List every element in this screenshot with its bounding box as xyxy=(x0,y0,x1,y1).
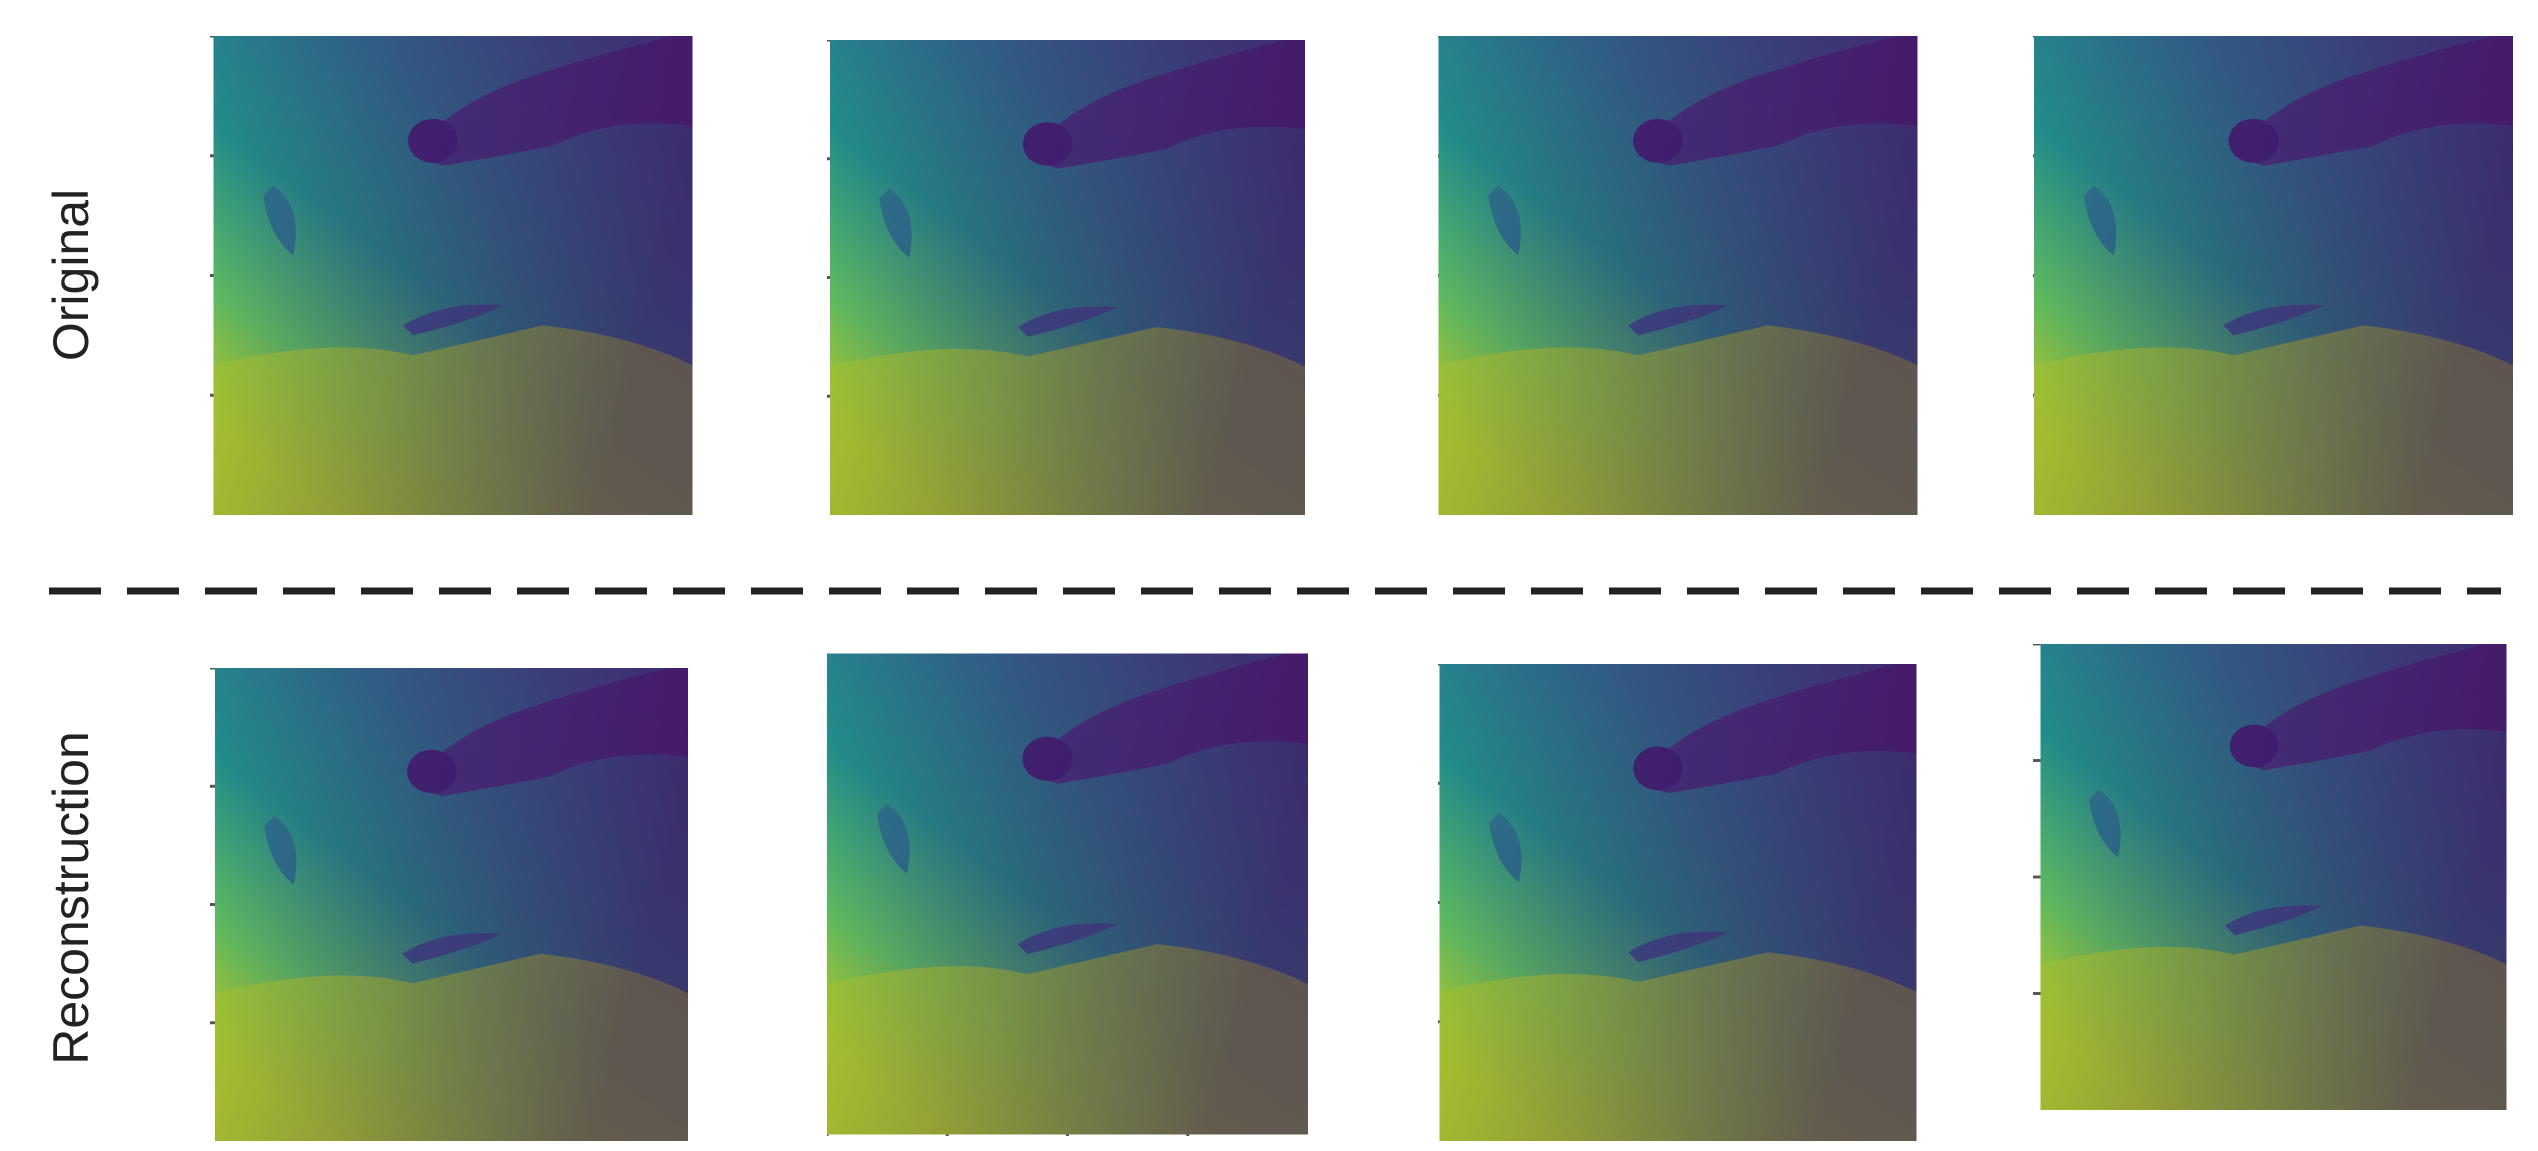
figure: Original Reconstruction xyxy=(0,0,2538,1151)
row-label: Reconstruction xyxy=(43,731,99,1065)
original-image xyxy=(1431,36,1918,523)
reconstruction-image xyxy=(1432,664,1917,1149)
page: Original Reconstruction (() => { const d… xyxy=(0,0,2538,1151)
original-image xyxy=(822,40,1305,523)
original-image xyxy=(2026,36,2513,523)
reconstruction-image xyxy=(819,654,1308,1143)
reconstruction-image xyxy=(2033,644,2507,1118)
original-image xyxy=(206,36,693,523)
reconstruction-image xyxy=(207,668,688,1149)
row-label: Original xyxy=(43,189,99,361)
